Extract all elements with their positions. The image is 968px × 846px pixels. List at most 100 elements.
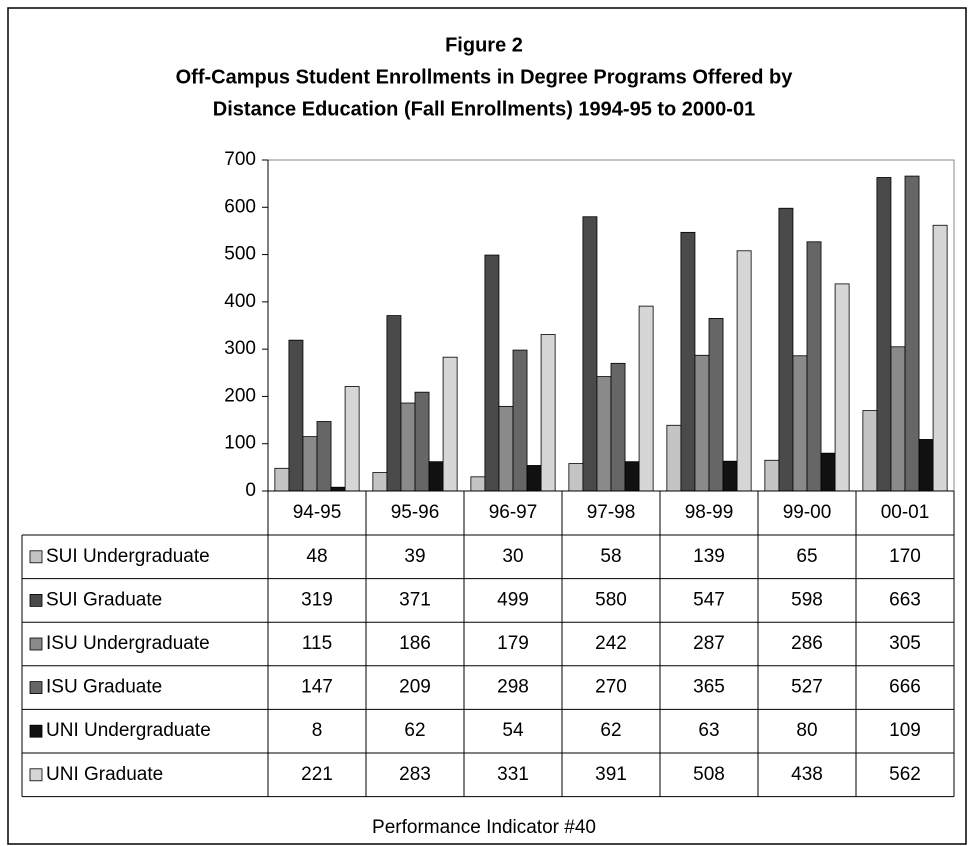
table-value: 147	[301, 677, 333, 698]
table-value: 287	[693, 633, 725, 654]
x-tick-label: 99-00	[783, 502, 832, 523]
bar	[400, 402, 416, 492]
table-value: 319	[301, 589, 333, 610]
table-value: 283	[399, 764, 431, 785]
bar	[876, 177, 892, 492]
bar	[442, 356, 458, 492]
table-value: 209	[399, 677, 431, 698]
y-tick-label: 200	[224, 385, 256, 406]
bar	[778, 207, 794, 492]
bar	[428, 461, 444, 492]
legend-swatch	[29, 594, 43, 607]
table-value: 58	[600, 546, 621, 567]
bar	[316, 421, 332, 492]
legend-label: SUI Graduate	[46, 589, 162, 610]
bar	[736, 250, 752, 492]
table-value: 391	[595, 764, 627, 785]
bar	[344, 386, 360, 492]
table-value: 80	[796, 720, 817, 741]
table-value: 63	[698, 720, 719, 741]
bar	[288, 339, 304, 492]
table-value: 115	[302, 633, 332, 654]
table-value: 179	[497, 633, 529, 654]
x-tick-label: 96-97	[489, 502, 538, 523]
legend-label: ISU Undergraduate	[46, 633, 210, 654]
table-value: 527	[791, 677, 823, 698]
table-value: 365	[693, 677, 725, 698]
chart-subtitle: Distance Education (Fall Enrollments) 19…	[213, 98, 755, 120]
chart-subtitle: Off-Campus Student Enrollments in Degree…	[176, 66, 794, 88]
x-tick-label: 00-01	[881, 502, 930, 523]
table-value: 580	[595, 589, 627, 610]
x-tick-label: 97-98	[587, 502, 636, 523]
bar	[932, 224, 948, 492]
bar	[610, 362, 626, 492]
bar	[666, 424, 682, 492]
x-tick-label: 98-99	[685, 502, 734, 523]
bar	[918, 439, 934, 492]
bar	[498, 405, 514, 492]
bar	[792, 355, 808, 492]
x-tick-label: 94-95	[293, 502, 342, 523]
bar	[414, 391, 430, 492]
table-value: 286	[791, 633, 823, 654]
bar	[834, 283, 850, 492]
bar	[596, 376, 612, 492]
bar	[372, 472, 388, 492]
table-value: 54	[502, 720, 524, 741]
legend-label: UNI Undergraduate	[46, 720, 211, 741]
legend-swatch	[29, 768, 43, 782]
bar	[484, 254, 500, 492]
y-tick-label: 100	[224, 433, 256, 454]
table-value: 186	[399, 633, 431, 654]
y-tick-label: 400	[224, 291, 256, 312]
y-tick-label: 700	[224, 149, 256, 170]
table-value: 139	[693, 546, 725, 567]
bar	[526, 465, 542, 492]
annotation: Performance Indicator #40	[372, 817, 596, 838]
table-value: 663	[889, 589, 921, 610]
bar	[470, 476, 486, 492]
bar	[330, 486, 346, 492]
table-value: 48	[306, 546, 327, 567]
table-value: 62	[600, 720, 621, 741]
bar	[568, 463, 584, 492]
legend-swatch	[29, 681, 43, 694]
table-value: 39	[404, 546, 425, 567]
bar	[638, 305, 654, 492]
y-tick-label: 500	[224, 244, 256, 265]
table-value: 109	[889, 720, 921, 741]
table-value: 371	[399, 589, 431, 610]
table-value: 562	[889, 764, 921, 785]
bar	[582, 216, 598, 492]
bar	[274, 467, 290, 492]
table-value: 666	[889, 677, 921, 698]
table-value: 8	[312, 720, 323, 741]
table-value: 305	[889, 633, 921, 654]
chart-title: Figure 2	[445, 34, 523, 56]
bar	[624, 461, 640, 492]
bar	[540, 334, 556, 492]
table-value: 30	[502, 546, 523, 567]
bar	[694, 354, 710, 492]
table-value: 547	[693, 589, 725, 610]
legend-label: ISU Graduate	[46, 677, 162, 698]
bar	[890, 346, 906, 492]
legend-label: SUI Undergraduate	[46, 546, 210, 567]
bar	[512, 349, 528, 492]
bar	[764, 459, 780, 492]
bar	[722, 460, 738, 492]
bar	[680, 231, 696, 492]
legend-swatch	[29, 637, 43, 651]
table-value: 598	[791, 589, 823, 610]
legend-label: UNI Graduate	[46, 764, 163, 785]
table-value: 499	[497, 589, 529, 610]
legend-swatch	[29, 724, 43, 738]
y-tick-label: 300	[224, 338, 256, 359]
table-value: 170	[889, 546, 921, 567]
legend-swatch	[29, 550, 43, 564]
bar	[806, 241, 822, 492]
table-value: 331	[497, 764, 529, 785]
